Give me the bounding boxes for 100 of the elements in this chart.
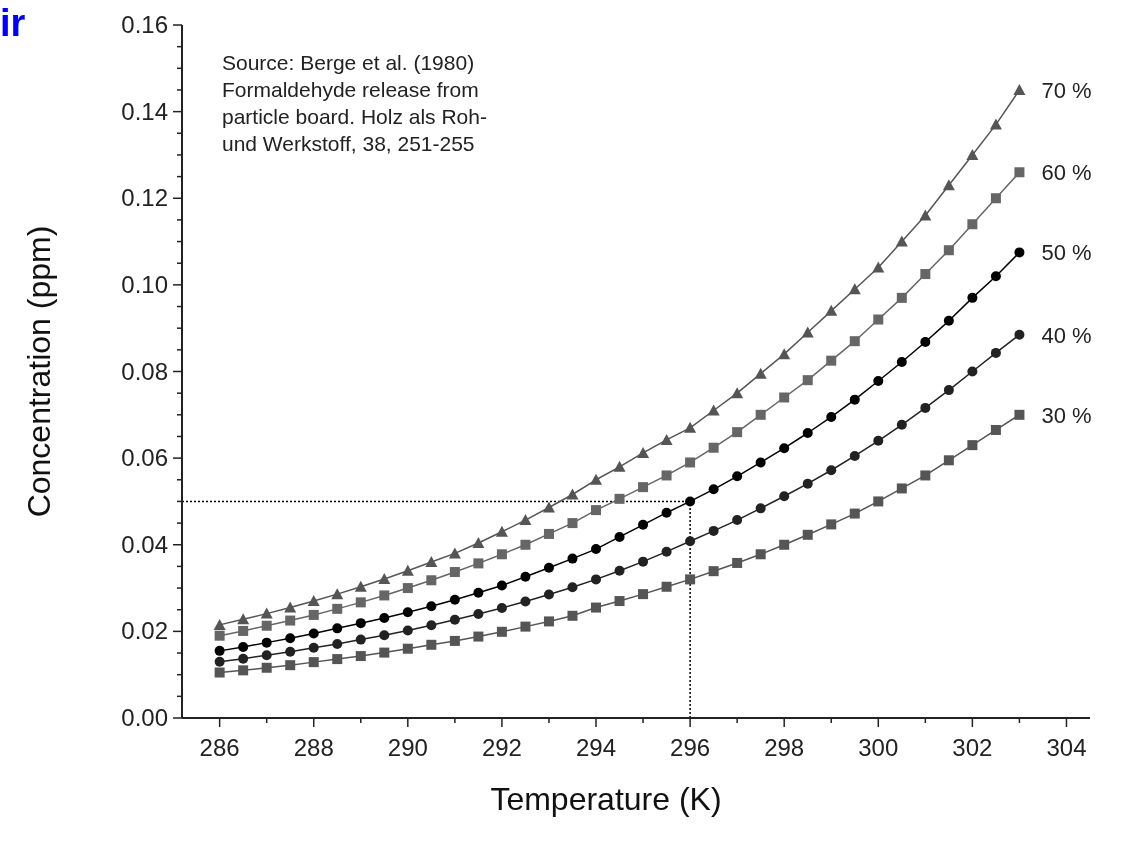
point	[989, 118, 1002, 130]
point	[285, 615, 296, 626]
point	[755, 503, 766, 514]
point	[591, 505, 602, 516]
point	[637, 446, 650, 458]
point	[496, 626, 507, 637]
point	[966, 148, 979, 160]
point	[238, 641, 249, 652]
point	[873, 435, 884, 446]
point	[285, 646, 296, 657]
point	[967, 292, 978, 303]
point	[566, 488, 579, 500]
point	[990, 271, 1001, 282]
point	[732, 471, 743, 482]
point	[591, 602, 602, 613]
y-axis-title: Concentration (ppm)	[21, 225, 57, 518]
point	[708, 525, 719, 536]
point	[990, 347, 1001, 358]
point	[332, 654, 343, 665]
point	[355, 597, 366, 608]
series-label: 30 %	[1041, 402, 1092, 428]
point	[449, 594, 460, 605]
point	[449, 635, 460, 646]
point	[943, 315, 954, 326]
point	[967, 440, 978, 451]
point	[542, 501, 555, 513]
point	[849, 336, 860, 347]
y-tick-label: 0.16	[121, 11, 168, 38]
point	[1013, 83, 1026, 95]
point	[638, 519, 649, 530]
point	[308, 609, 319, 620]
point	[567, 518, 578, 529]
point	[449, 567, 460, 578]
point	[685, 457, 696, 468]
point	[449, 614, 460, 625]
point	[873, 496, 884, 507]
point	[496, 602, 507, 613]
point	[332, 623, 343, 634]
point	[1014, 329, 1025, 340]
point	[425, 556, 438, 568]
point	[826, 519, 837, 530]
point	[802, 478, 813, 489]
point	[496, 549, 507, 560]
point	[732, 427, 743, 438]
point	[661, 507, 672, 518]
x-tick-label: 286	[199, 734, 240, 761]
x-tick-label: 292	[481, 734, 522, 761]
point	[238, 653, 249, 664]
point	[1014, 247, 1025, 258]
point	[473, 631, 484, 642]
point	[754, 367, 767, 379]
point	[448, 547, 461, 559]
point	[495, 525, 508, 537]
point	[731, 387, 744, 399]
point	[567, 553, 578, 564]
point	[801, 326, 814, 338]
point	[755, 457, 766, 468]
point	[661, 581, 672, 592]
point	[520, 596, 531, 607]
point	[895, 235, 908, 247]
point	[520, 621, 531, 632]
point	[826, 465, 837, 476]
point	[708, 566, 719, 577]
series-label: 70 %	[1041, 77, 1092, 103]
point	[755, 549, 766, 560]
point	[402, 625, 413, 636]
y-tick-label: 0.08	[121, 357, 168, 385]
y-tick-label: 0.10	[121, 270, 168, 298]
point	[1014, 409, 1025, 420]
point	[591, 574, 602, 585]
point	[826, 411, 837, 422]
point	[332, 638, 343, 649]
point	[684, 421, 697, 433]
point	[707, 404, 720, 416]
point	[826, 355, 837, 366]
point	[896, 483, 907, 494]
point	[779, 539, 790, 550]
point	[685, 496, 696, 507]
point	[779, 491, 790, 502]
point	[379, 630, 390, 641]
point	[943, 245, 954, 256]
point	[614, 596, 625, 607]
point	[825, 304, 838, 316]
point	[261, 620, 272, 631]
point	[920, 337, 931, 348]
point	[261, 662, 272, 673]
x-tick-label: 298	[764, 734, 805, 761]
point	[614, 565, 625, 576]
point	[755, 409, 766, 420]
point	[661, 470, 672, 481]
point	[967, 366, 978, 377]
point	[520, 571, 531, 582]
point	[331, 588, 344, 600]
x-tick-label: 300	[858, 734, 899, 761]
point	[849, 450, 860, 461]
point	[1014, 167, 1025, 178]
point	[590, 473, 603, 485]
point	[848, 283, 861, 295]
point	[308, 628, 319, 639]
annotation: Source: Berge et al. (1980) Formaldehyde release from particle board. Holz als Roh- und Werkstoff, 38, 251-255	[222, 51, 487, 155]
